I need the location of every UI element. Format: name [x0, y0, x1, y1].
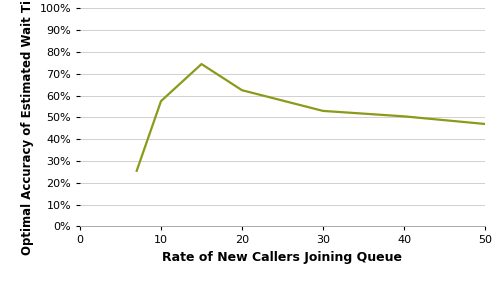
Y-axis label: Optimal Accuracy of Estimated Wait Time: Optimal Accuracy of Estimated Wait Time — [21, 0, 34, 255]
X-axis label: Rate of New Callers Joining Queue: Rate of New Callers Joining Queue — [162, 251, 402, 264]
